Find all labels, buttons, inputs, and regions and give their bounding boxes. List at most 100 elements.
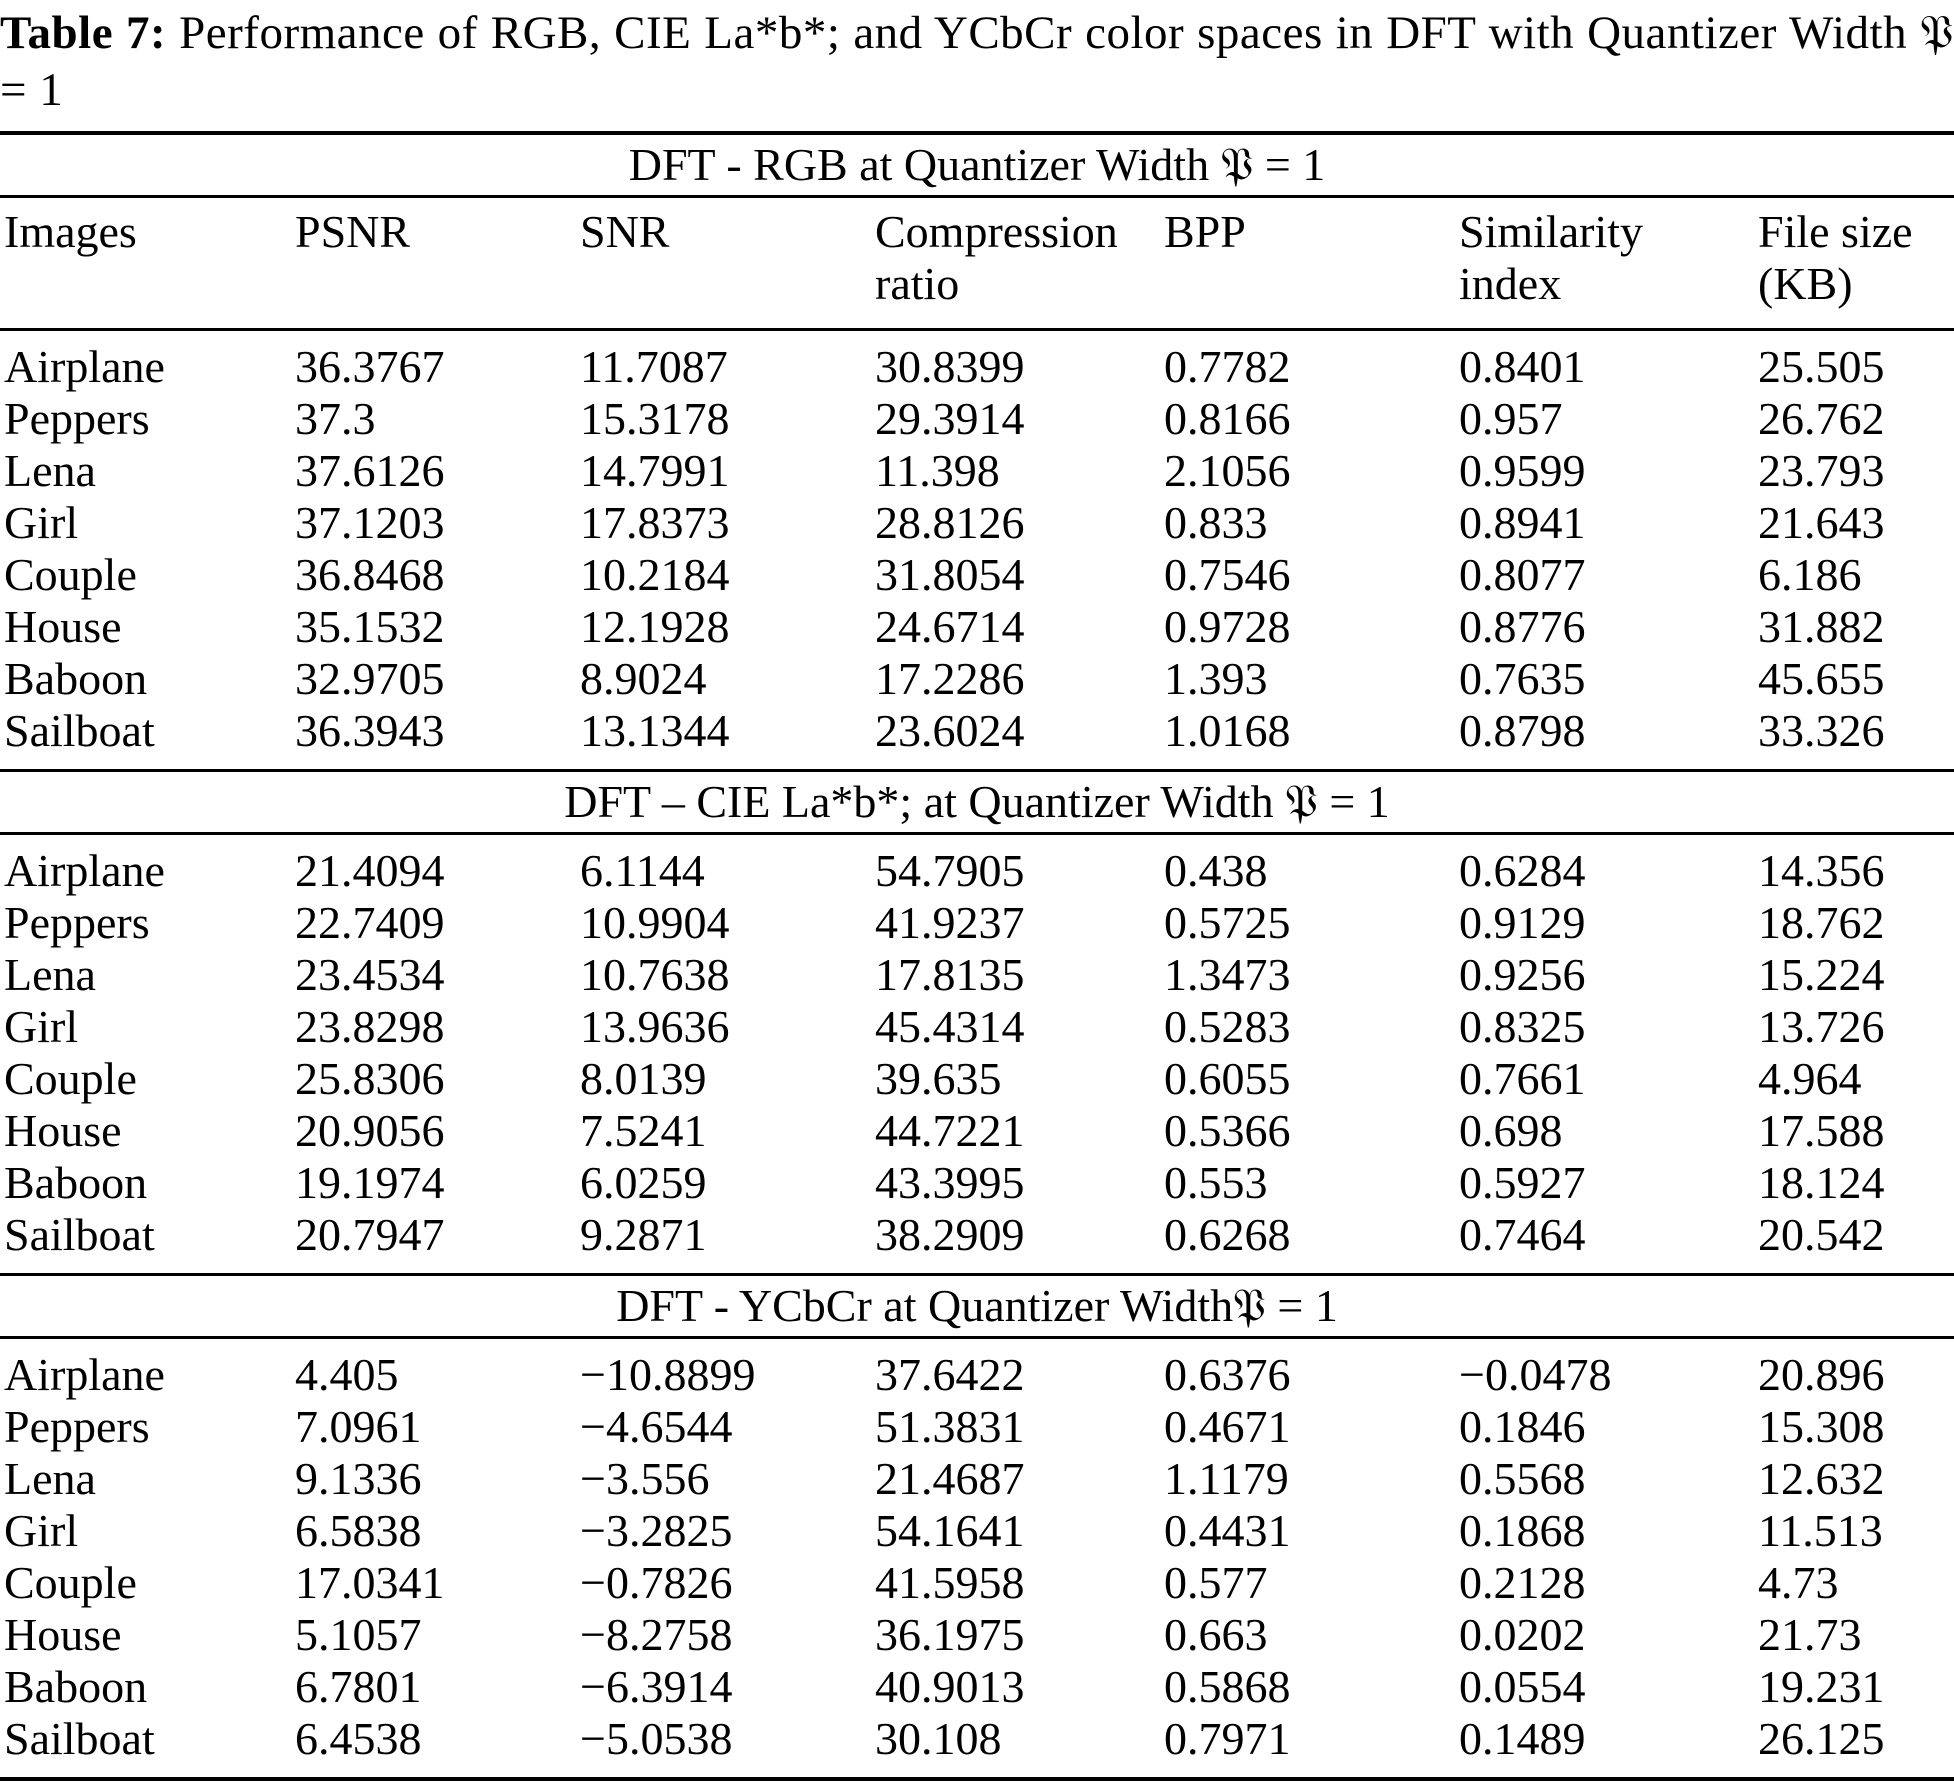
value-cell: 19.231: [1758, 1661, 1885, 1712]
image-name-cell: Baboon: [4, 1661, 148, 1712]
value-cell: 8.9024: [580, 653, 707, 704]
value-cell: 0.7661: [1459, 1053, 1586, 1104]
value-cell: 0.577: [1164, 1557, 1268, 1608]
value-cell: 17.0341: [295, 1557, 445, 1608]
value-cell: 38.2909: [875, 1209, 1025, 1260]
value-cell: 21.73: [1758, 1609, 1862, 1660]
value-cell: 29.3914: [875, 393, 1025, 444]
value-cell: 28.8126: [875, 497, 1025, 548]
column-header-line: SNR: [580, 206, 670, 257]
value-cell: 44.7221: [875, 1105, 1025, 1156]
image-name-cell: Lena: [4, 1453, 96, 1504]
value-cell: 1.3473: [1164, 949, 1291, 1000]
image-name-cell: Sailboat: [4, 1209, 155, 1260]
value-cell: 6.0259: [580, 1157, 707, 1208]
value-cell: 12.1928: [580, 601, 730, 652]
value-cell: 0.5927: [1459, 1157, 1586, 1208]
value-cell: −8.2758: [580, 1609, 733, 1660]
value-cell: 17.588: [1758, 1105, 1885, 1156]
value-cell: 0.7971: [1164, 1713, 1291, 1764]
table-row: Baboon 6.7801 −6.3914 40.9013 0.5868 0.0554 19…: [0, 1661, 1954, 1713]
value-cell: 40.9013: [875, 1661, 1025, 1712]
value-cell: 0.7782: [1164, 341, 1291, 392]
section-title-row: DFT – CIE La*b*; at Quantizer Width 𝔓 = …: [0, 769, 1954, 835]
column-header-line: Compression: [875, 206, 1118, 257]
image-name-cell: Peppers: [4, 1401, 150, 1452]
image-name-cell: House: [4, 601, 122, 652]
image-name-cell: House: [4, 1105, 122, 1156]
value-cell: 36.3767: [295, 341, 445, 392]
image-name-cell: Lena: [4, 949, 96, 1000]
value-cell: 39.635: [875, 1053, 1002, 1104]
value-cell: 0.0202: [1459, 1609, 1586, 1660]
value-cell: 15.3178: [580, 393, 730, 444]
table-row: Couple 36.8468 10.2184 31.8054 0.7546 0.8077 6…: [0, 549, 1954, 601]
value-cell: 0.957: [1459, 393, 1563, 444]
column-header-images: Images: [0, 196, 295, 331]
table-row: Sailboat 6.4538 −5.0538 30.108 0.7971 0.1489 2…: [0, 1713, 1954, 1779]
value-cell: 36.8468: [295, 549, 445, 600]
value-cell: 23.4534: [295, 949, 445, 1000]
column-header-snr: SNR: [580, 196, 875, 331]
value-cell: 21.4094: [295, 845, 445, 896]
value-cell: 0.9256: [1459, 949, 1586, 1000]
value-cell: 0.8776: [1459, 601, 1586, 652]
value-cell: 18.124: [1758, 1157, 1885, 1208]
table-row: House 5.1057 −8.2758 36.1975 0.663 0.0202 21.7…: [0, 1609, 1954, 1661]
value-cell: 7.5241: [580, 1105, 707, 1156]
value-cell: 14.356: [1758, 845, 1885, 896]
value-cell: 24.6714: [875, 601, 1025, 652]
value-cell: 11.513: [1758, 1505, 1883, 1556]
value-cell: 19.1974: [295, 1157, 445, 1208]
value-cell: 0.5366: [1164, 1105, 1291, 1156]
value-cell: 10.2184: [580, 549, 730, 600]
value-cell: 6.4538: [295, 1713, 422, 1764]
column-header-line: Similarity: [1459, 206, 1643, 257]
value-cell: 37.3: [295, 393, 376, 444]
value-cell: 41.5958: [875, 1557, 1025, 1608]
value-cell: −5.0538: [580, 1713, 733, 1764]
image-name-cell: Couple: [4, 1053, 137, 1104]
value-cell: 13.1344: [580, 705, 730, 756]
value-cell: 25.8306: [295, 1053, 445, 1104]
image-name-cell: Couple: [4, 549, 137, 600]
image-name-cell: Airplane: [4, 845, 165, 896]
value-cell: 4.73: [1758, 1557, 1839, 1608]
image-name-cell: Airplane: [4, 1349, 165, 1400]
value-cell: 0.7464: [1459, 1209, 1586, 1260]
value-cell: 0.8798: [1459, 705, 1586, 756]
value-cell: 15.308: [1758, 1401, 1885, 1452]
value-cell: 10.9904: [580, 897, 730, 948]
value-cell: 20.7947: [295, 1209, 445, 1260]
value-cell: 6.7801: [295, 1661, 422, 1712]
table-row: Peppers 7.0961 −4.6544 51.3831 0.4671 0.1846 1…: [0, 1401, 1954, 1453]
table-row: Peppers 22.7409 10.9904 41.9237 0.5725 0.9129…: [0, 897, 1954, 949]
caption-text: Performance of RGB, CIE La*b*; and YCbCr…: [0, 7, 1954, 116]
table-row: Couple 17.0341 −0.7826 41.5958 0.577 0.2128 4.…: [0, 1557, 1954, 1609]
value-cell: −0.7826: [580, 1557, 733, 1608]
value-cell: 20.896: [1758, 1349, 1885, 1400]
value-cell: 35.1532: [295, 601, 445, 652]
value-cell: 45.4314: [875, 1001, 1025, 1052]
value-cell: 2.1056: [1164, 445, 1291, 496]
performance-table: DFT - RGB at Quantizer Width 𝔓 = 1 Images…: [0, 131, 1954, 1781]
value-cell: 11.398: [875, 445, 1000, 496]
value-cell: 0.8166: [1164, 393, 1291, 444]
section-title-row: DFT - YCbCr at Quantizer Width𝔓 = 1: [0, 1273, 1954, 1339]
value-cell: 37.6422: [875, 1349, 1025, 1400]
value-cell: 36.1975: [875, 1609, 1025, 1660]
table-figure: Table 7: Performance of RGB, CIE La*b*; …: [0, 5, 1954, 1781]
value-cell: −0.0478: [1459, 1349, 1612, 1400]
value-cell: 0.8401: [1459, 341, 1586, 392]
column-header-line: File size: [1758, 206, 1913, 257]
value-cell: 25.505: [1758, 341, 1885, 392]
column-header-line: Images: [4, 206, 137, 257]
value-cell: 1.1179: [1164, 1453, 1289, 1504]
value-cell: 1.0168: [1164, 705, 1291, 756]
value-cell: −3.556: [580, 1453, 710, 1504]
value-cell: 0.663: [1164, 1609, 1268, 1660]
value-cell: 6.186: [1758, 549, 1862, 600]
table-row: Baboon 32.9705 8.9024 17.2286 1.393 0.7635 45.…: [0, 653, 1954, 705]
value-cell: 45.655: [1758, 653, 1885, 704]
value-cell: 0.553: [1164, 1157, 1268, 1208]
